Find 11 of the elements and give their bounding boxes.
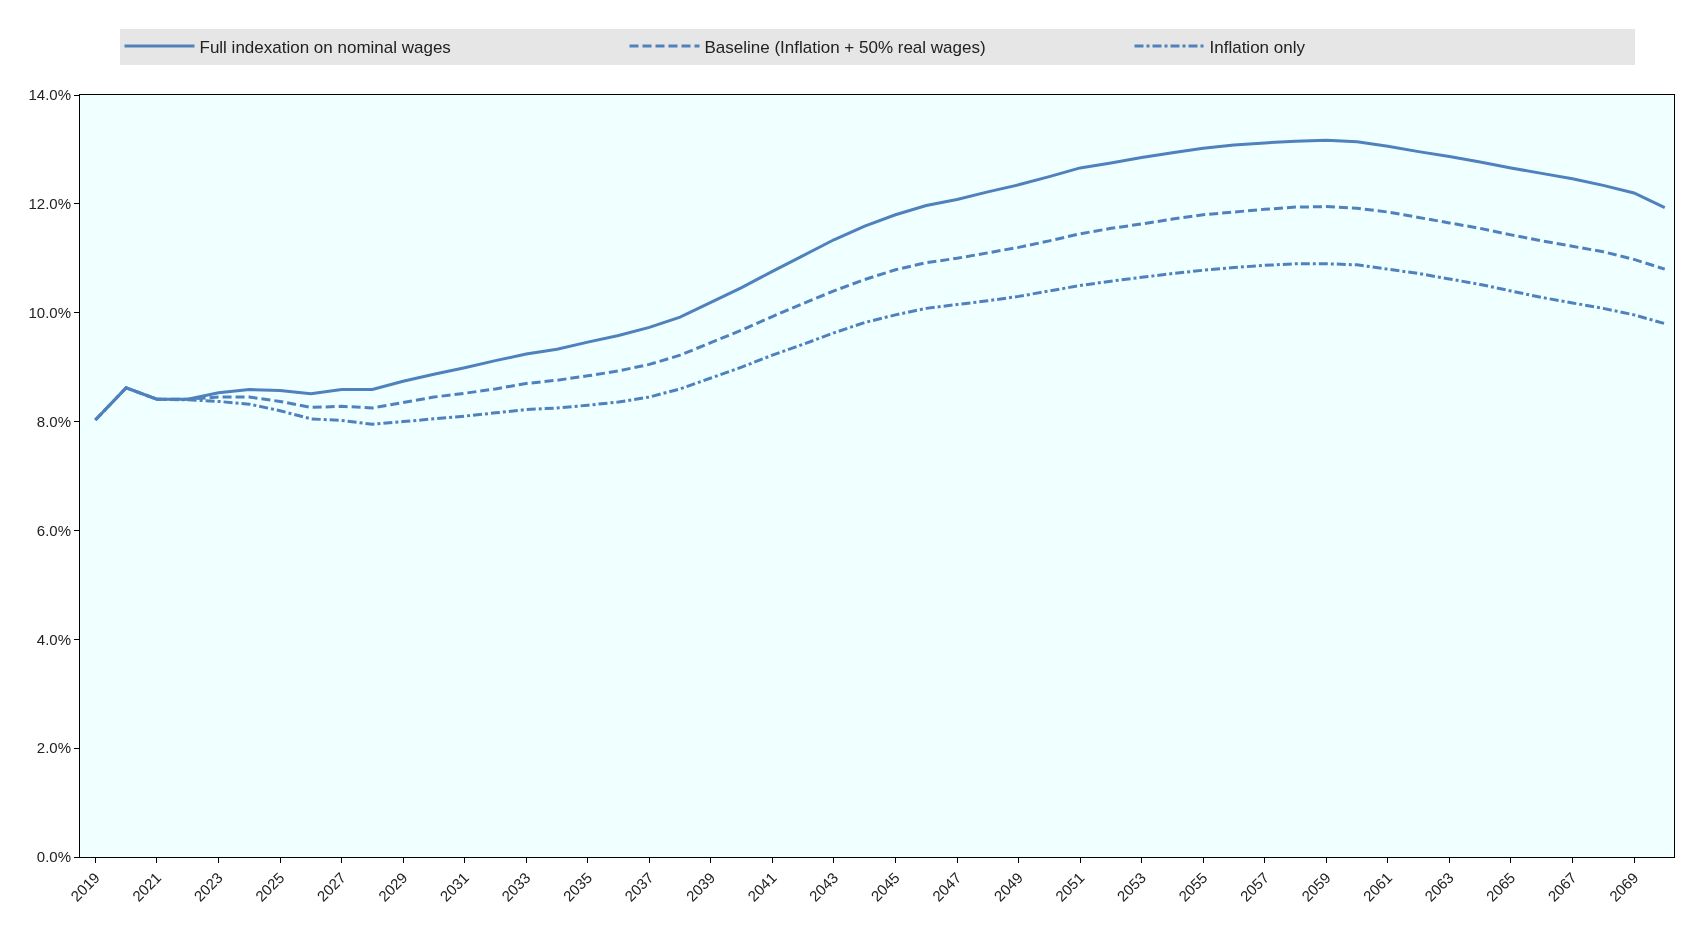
y-tick-label: 12.0%: [28, 195, 71, 213]
legend-label: Baseline (Inflation + 50% real wages): [704, 37, 986, 57]
y-tick-label: 8.0%: [36, 412, 71, 430]
legend-label: Inflation only: [1209, 37, 1306, 57]
y-tick-label: 2.0%: [36, 739, 71, 757]
y-tick-label: 6.0%: [36, 521, 71, 539]
y-tick-label: 14.0%: [28, 86, 71, 104]
y-tick-label: 0.0%: [36, 848, 71, 866]
y-tick-label: 10.0%: [28, 303, 71, 321]
legend-label: Full indexation on nominal wages: [199, 37, 451, 57]
y-tick-label: 4.0%: [36, 630, 71, 648]
